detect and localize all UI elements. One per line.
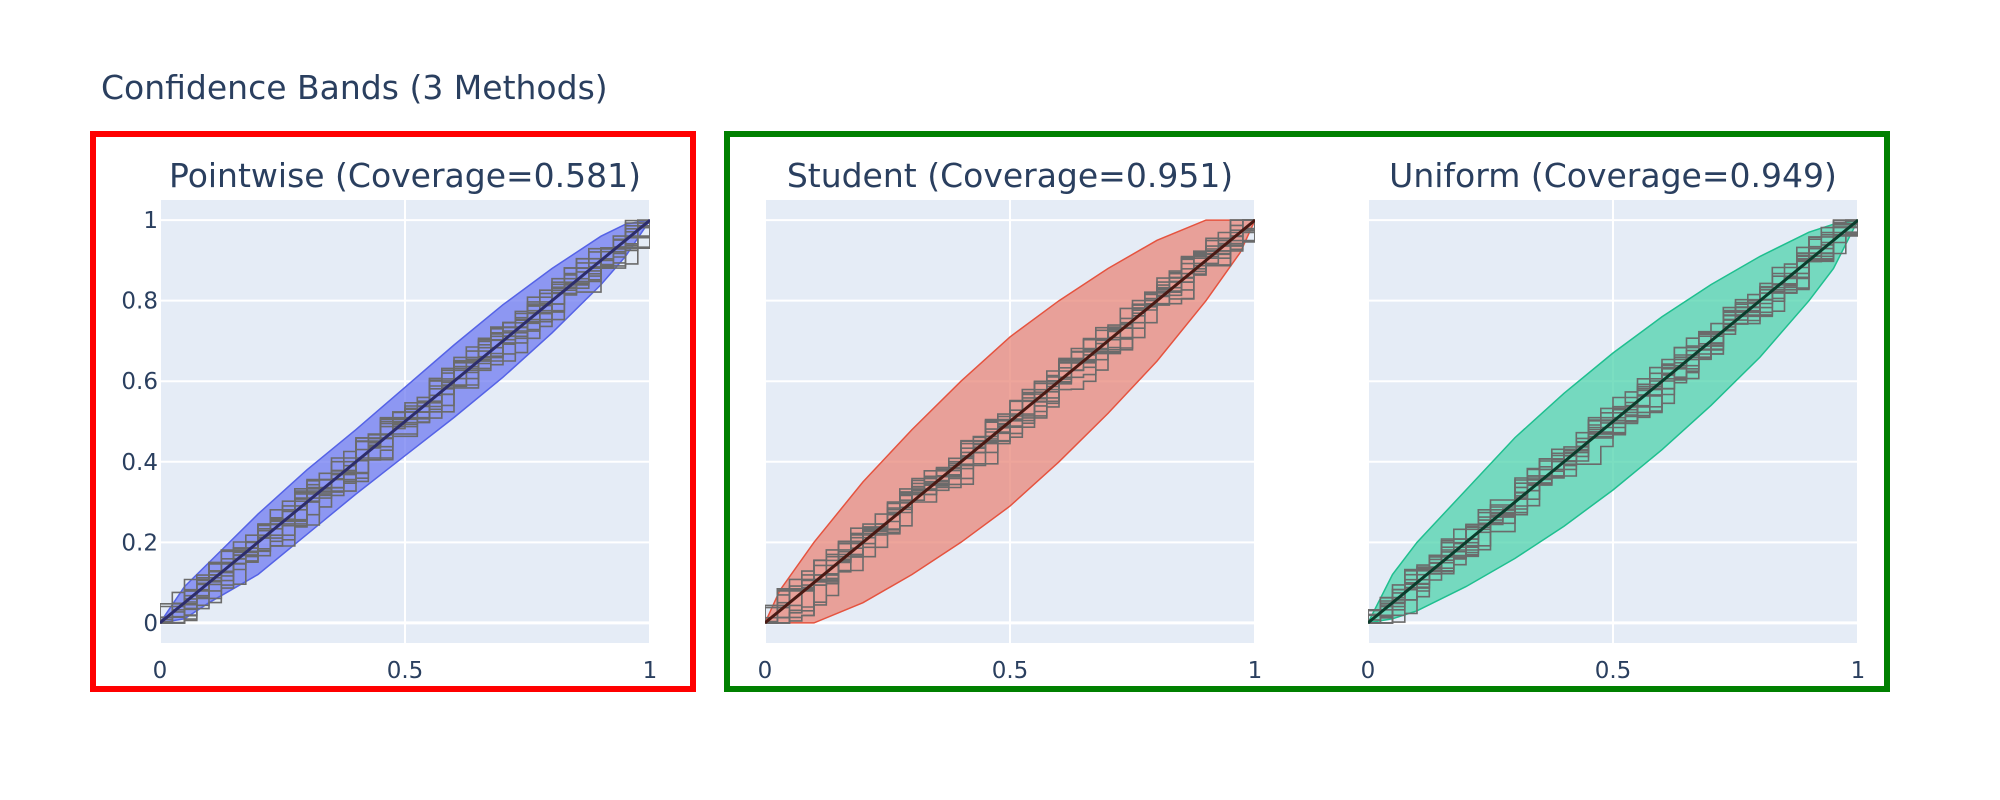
sample-path [765, 219, 1255, 623]
panel-1: 0 0.5 1 0 0.2 0.4 0.6 0.8 1 Pointwise (Coverage=0… [121, 156, 657, 684]
panel-title: Student (Coverage=0.951) [787, 156, 1233, 195]
panel-3: 0 0.5 1 Uniform (Coverage=0.949) [1361, 156, 1866, 684]
x-tick-label: 1 [1248, 658, 1263, 684]
simultaneous-frame [724, 131, 1890, 692]
x-tick-label: 0.5 [992, 658, 1029, 684]
x-tick-label: 0 [758, 658, 773, 684]
x-tick-label: 0.5 [1595, 658, 1632, 684]
x-tick-label: 1 [643, 658, 658, 684]
sample-path [1368, 220, 1858, 623]
x-tick-label: 1 [1851, 658, 1866, 684]
figure-title: Confidence Bands (3 Methods) [101, 68, 608, 107]
panel-2: 0 0.5 1 Student (Coverage=0.951) [758, 156, 1263, 684]
x-tick-label: 0.5 [387, 658, 424, 684]
y-tick-label: 0.4 [121, 450, 158, 476]
sample-path [765, 219, 1255, 623]
x-tick-label: 0 [1361, 658, 1376, 684]
sample-path [160, 220, 650, 623]
sample-path [160, 220, 650, 623]
y-tick-label: 0 [143, 611, 158, 637]
center-line [765, 218, 1255, 625]
y-tick-label: 0.2 [121, 530, 158, 556]
center-line [1368, 218, 1858, 625]
x-tick-label: 0 [153, 658, 168, 684]
y-tick-label: 0.6 [121, 369, 158, 395]
y-tick-label: 1 [143, 208, 158, 234]
y-tick-label: 0.8 [121, 289, 158, 315]
panel-title: Uniform (Coverage=0.949) [1389, 156, 1837, 195]
pointwise-frame [90, 131, 696, 692]
panel-title: Pointwise (Coverage=0.581) [169, 156, 641, 195]
sample-path [765, 220, 1255, 624]
center-line [160, 218, 650, 625]
